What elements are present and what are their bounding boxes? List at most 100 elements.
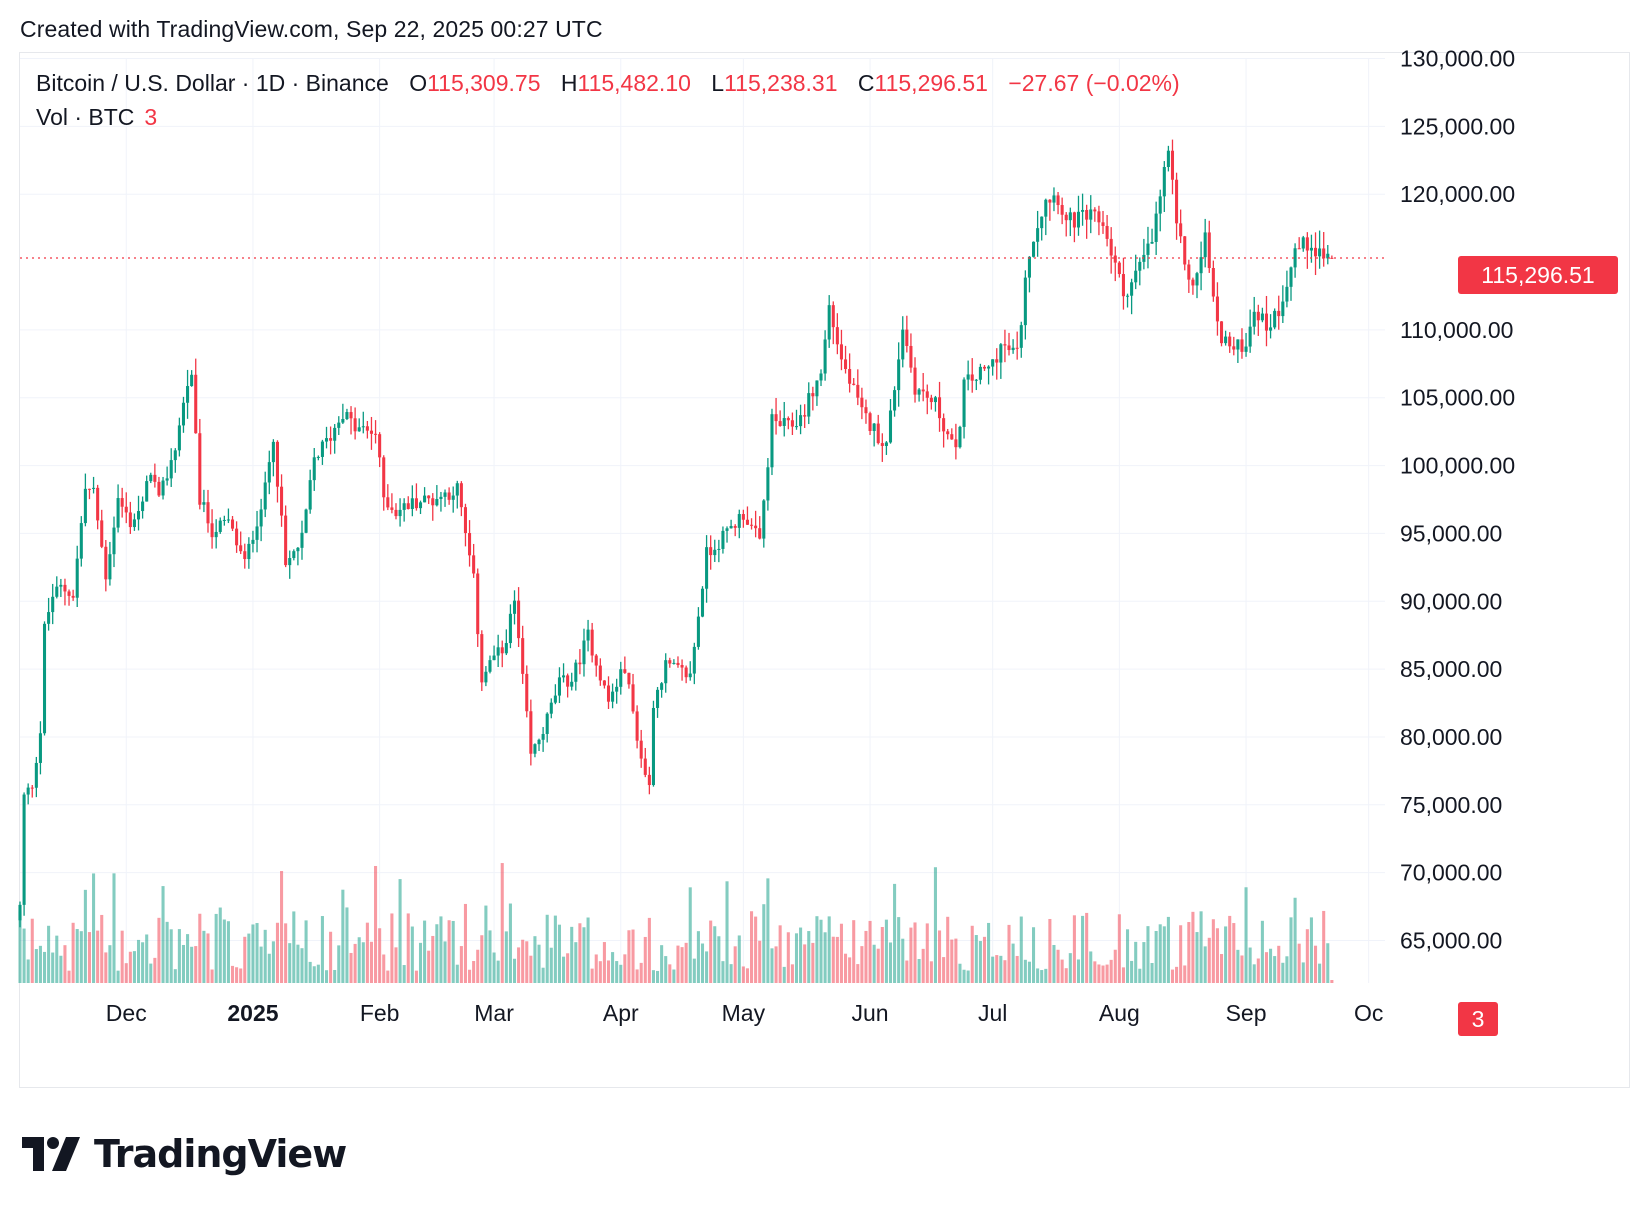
candle-body (692, 646, 696, 674)
volume-bar (688, 887, 692, 983)
volume-bar (574, 942, 578, 983)
x-tick-label: 2025 (227, 1000, 278, 1026)
volume-bar (394, 947, 398, 983)
candle-body (562, 675, 566, 678)
volume-bar (611, 952, 615, 983)
candle-body (423, 495, 427, 503)
candle-body (1081, 209, 1085, 212)
candle-body (1277, 310, 1281, 317)
symbol-title[interactable]: Bitcoin / U.S. Dollar · 1D · Binance (36, 70, 389, 96)
volume-bar (1023, 959, 1027, 983)
volume-label[interactable]: Vol · BTC (36, 104, 135, 130)
volume-bar (615, 961, 619, 983)
candle-body (827, 305, 831, 340)
candle-body (1113, 255, 1117, 263)
volume-bar (83, 889, 87, 983)
volume-bar (222, 919, 226, 983)
volume-bar (153, 957, 157, 983)
candle-body (329, 438, 333, 441)
volume-bar (1044, 968, 1048, 983)
volume-bar (1240, 955, 1244, 983)
volume-bar (839, 923, 843, 983)
volume-bar (1130, 960, 1134, 983)
volume-bar (893, 883, 897, 983)
y-tick-label: 65,000.00 (1400, 928, 1502, 954)
candle-body (758, 528, 762, 539)
candle-body (410, 498, 414, 510)
candle-body (946, 431, 950, 435)
candle-body (186, 386, 190, 403)
candle-body (664, 660, 668, 684)
y-tick-label: 110,000.00 (1400, 317, 1513, 343)
candle-body (651, 707, 655, 786)
candle-body (839, 344, 843, 360)
candle-body (67, 591, 71, 596)
candle-body (230, 519, 235, 529)
candle-body (1032, 241, 1036, 257)
volume-bar (553, 915, 557, 983)
volume-bar (987, 922, 991, 983)
candle-body (394, 509, 398, 517)
volume-bar (1203, 946, 1207, 983)
volume-bar (750, 911, 754, 983)
candle-body (643, 758, 647, 775)
candle-body (860, 397, 864, 408)
volume-bar (108, 945, 112, 983)
volume-bar (991, 956, 995, 983)
candle-body (639, 740, 643, 759)
candle-body (991, 359, 995, 367)
candle-body (950, 434, 954, 440)
candle-body (905, 329, 909, 346)
candle-body (255, 526, 259, 540)
candle-body (488, 660, 492, 672)
volume-bar (782, 966, 786, 983)
volume-bar (296, 944, 300, 983)
volume-bar (165, 921, 169, 983)
volume-bar (47, 925, 51, 983)
candle-body (786, 418, 790, 421)
candle-body (296, 547, 300, 552)
volume-bar (512, 958, 517, 983)
candle-body (1093, 209, 1097, 212)
volume-bar (263, 929, 267, 983)
candle-body (1207, 232, 1211, 269)
candle-body (79, 523, 83, 559)
volume-bar (1093, 961, 1097, 983)
candle-body (982, 366, 987, 369)
candle-body (1015, 347, 1019, 349)
volume-bar (1273, 956, 1277, 983)
volume-bar (852, 920, 856, 983)
candle-body (492, 655, 496, 661)
volume-bar (876, 948, 880, 983)
candle-body (104, 546, 108, 580)
volume-bar (1309, 917, 1313, 983)
volume-bar (1060, 959, 1064, 983)
volume-bar (1183, 965, 1187, 983)
candle-body (974, 379, 978, 381)
candle-body (811, 393, 815, 397)
volume-bar (1097, 964, 1101, 983)
candle-body (1125, 295, 1130, 297)
last-price-tag: 115,296.51 (1458, 256, 1618, 294)
high-value: 115,482.10 (577, 70, 691, 96)
candle-body (1097, 211, 1101, 223)
volume-bar (668, 964, 672, 983)
volume-bar (770, 948, 774, 983)
candle-body (933, 397, 937, 403)
volume-bar (378, 928, 382, 983)
candle-body (304, 509, 308, 533)
tradingview-logo[interactable]: TradingView (22, 1130, 347, 1178)
candle-body (418, 502, 423, 509)
volume-bar (1277, 945, 1281, 983)
volume-bar (570, 926, 574, 983)
volume-bar (1064, 968, 1068, 983)
candle-body (606, 685, 611, 702)
candle-body (582, 640, 586, 665)
candle-body (1248, 326, 1252, 347)
candle-body (1183, 236, 1187, 265)
candle-body (251, 539, 255, 544)
volume-bar (966, 970, 970, 983)
candle-body (218, 520, 222, 532)
candle-body (1052, 195, 1056, 203)
